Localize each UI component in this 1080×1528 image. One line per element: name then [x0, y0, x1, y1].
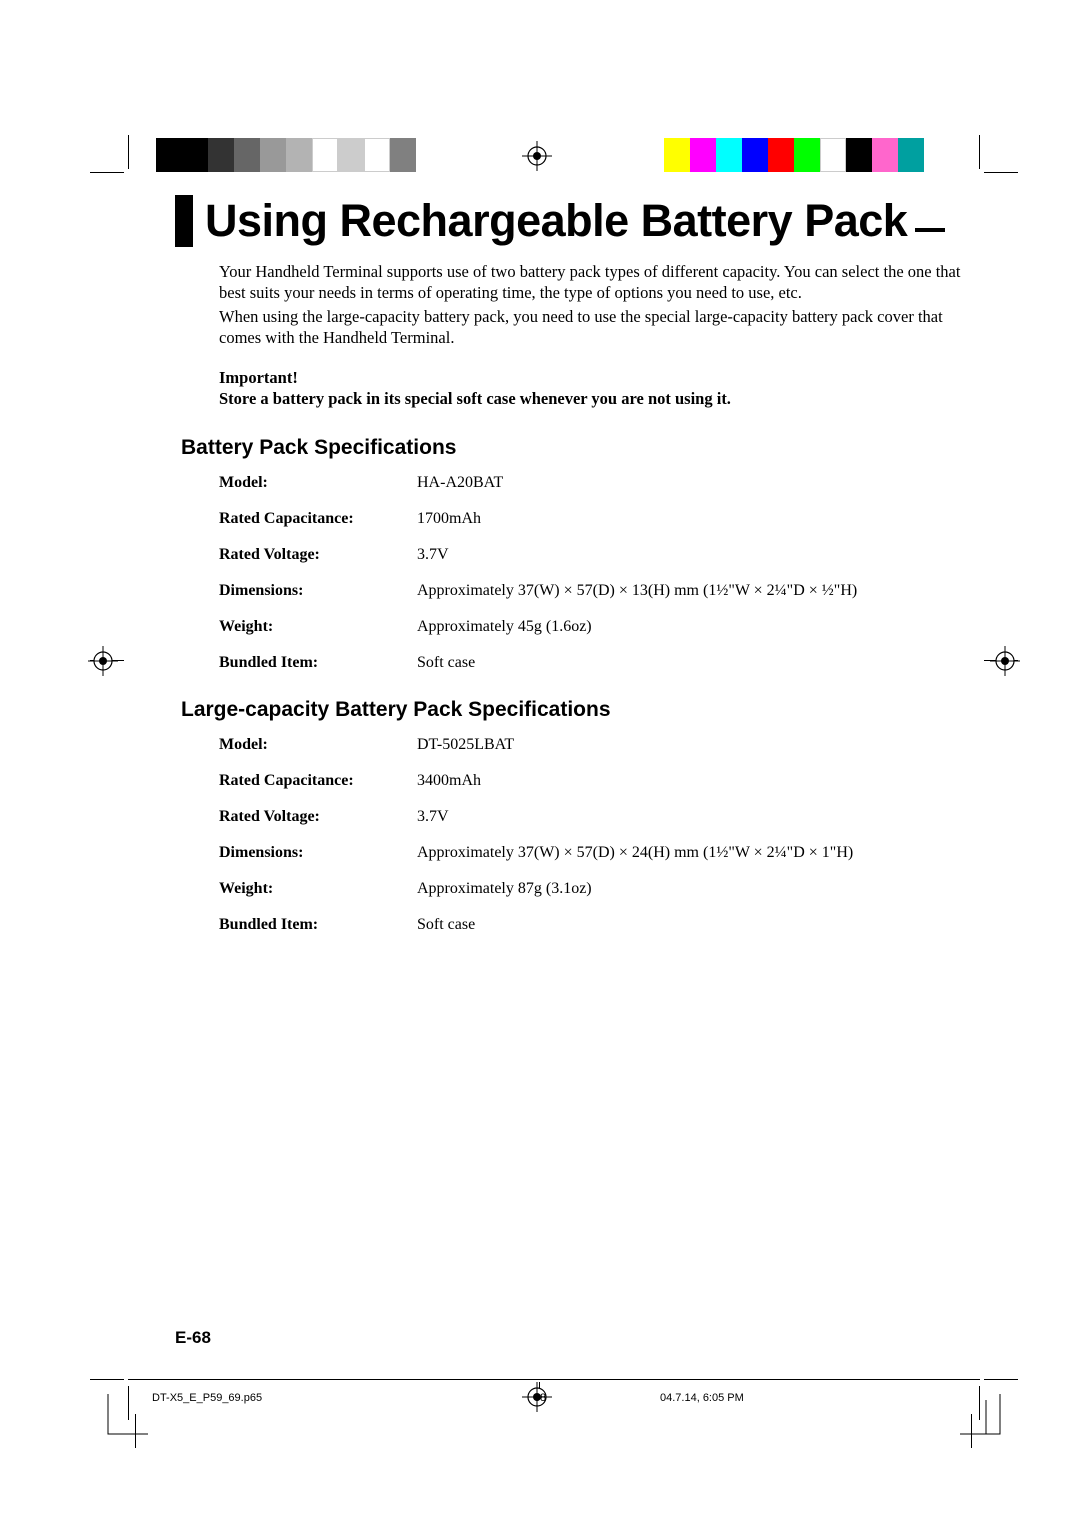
color-swatch — [846, 138, 872, 172]
spec-label: Bundled Item: — [219, 916, 417, 934]
spec-label: Weight: — [219, 880, 417, 898]
color-bar-left — [156, 138, 416, 172]
spec-value: Approximately 37(W) × 57(D) × 13(H) mm (… — [417, 582, 986, 600]
spec-value: 3.7V — [417, 808, 986, 826]
spec-label: Dimensions: — [219, 844, 417, 862]
spec-value: Soft case — [417, 916, 986, 934]
spec-row: Bundled Item:Soft case — [219, 654, 986, 672]
crop-mark — [984, 172, 1018, 173]
spec-value: DT-5025LBAT — [417, 736, 986, 754]
color-swatch — [716, 138, 742, 172]
spec-row: Dimensions:Approximately 37(W) × 57(D) ×… — [219, 844, 986, 862]
intro-paragraph-2: When using the large-capacity battery pa… — [219, 306, 986, 349]
spec-value: 1700mAh — [417, 510, 986, 528]
section-title-large-battery-pack: Large-capacity Battery Pack Specificatio… — [181, 698, 986, 722]
spec-label: Rated Capacitance: — [219, 772, 417, 790]
color-swatch — [312, 138, 338, 172]
color-swatch — [234, 138, 260, 172]
spec-value: Approximately 45g (1.6oz) — [417, 618, 986, 636]
important-text: Store a battery pack in its special soft… — [219, 388, 986, 409]
color-swatch — [156, 138, 182, 172]
corner-mark-icon — [106, 1392, 150, 1436]
spec-row: Model:DT-5025LBAT — [219, 736, 986, 754]
spec-value: 3.7V — [417, 546, 986, 564]
page-title-row: Using Rechargeable Battery Pack — [175, 195, 986, 247]
title-dash-icon — [915, 228, 945, 232]
spec-value: Approximately 37(W) × 57(D) × 24(H) mm (… — [417, 844, 986, 862]
spec-label: Model: — [219, 736, 417, 754]
spec-table-2: Model:DT-5025LBATRated Capacitance:3400m… — [219, 736, 986, 934]
spec-row: Weight:Approximately 45g (1.6oz) — [219, 618, 986, 636]
spec-row: Rated Voltage:3.7V — [219, 808, 986, 826]
spec-label: Rated Voltage: — [219, 546, 417, 564]
page-content: Using Rechargeable Battery Pack Your Han… — [175, 195, 986, 1228]
spec-row: Rated Capacitance:1700mAh — [219, 510, 986, 528]
color-swatch — [390, 138, 416, 172]
spec-value: Soft case — [417, 654, 986, 672]
intro-paragraph-1: Your Handheld Terminal supports use of t… — [219, 261, 986, 304]
spec-row: Bundled Item:Soft case — [219, 916, 986, 934]
color-swatch — [364, 138, 390, 172]
spec-label: Rated Capacitance: — [219, 510, 417, 528]
footer-rule — [128, 1379, 980, 1380]
spec-label: Bundled Item: — [219, 654, 417, 672]
important-heading: Important! — [219, 367, 986, 388]
spec-row: Model:HA-A20BAT — [219, 474, 986, 492]
spec-table-1: Model:HA-A20BATRated Capacitance:1700mAh… — [219, 474, 986, 672]
footer-filename: DT-X5_E_P59_69.p65 — [152, 1392, 262, 1404]
spec-row: Rated Voltage:3.7V — [219, 546, 986, 564]
spec-row: Weight:Approximately 87g (3.1oz) — [219, 880, 986, 898]
registration-mark-icon — [990, 646, 1020, 676]
color-swatch — [664, 138, 690, 172]
spec-label: Weight: — [219, 618, 417, 636]
page-title: Using Rechargeable Battery Pack — [205, 195, 907, 247]
title-bar-icon — [175, 195, 193, 247]
color-swatch — [898, 138, 924, 172]
spec-row: Dimensions:Approximately 37(W) × 57(D) ×… — [219, 582, 986, 600]
spec-value: HA-A20BAT — [417, 474, 986, 492]
spec-label: Dimensions: — [219, 582, 417, 600]
spec-value: Approximately 87g (3.1oz) — [417, 880, 986, 898]
color-swatch — [690, 138, 716, 172]
color-swatch — [872, 138, 898, 172]
color-swatch — [338, 138, 364, 172]
crop-mark — [979, 135, 980, 169]
spec-label: Rated Voltage: — [219, 808, 417, 826]
color-swatch — [182, 138, 208, 172]
spec-row: Rated Capacitance:3400mAh — [219, 772, 986, 790]
color-swatch — [768, 138, 794, 172]
spec-value: 3400mAh — [417, 772, 986, 790]
crop-mark — [90, 172, 124, 173]
color-swatch — [260, 138, 286, 172]
color-swatch — [742, 138, 768, 172]
crop-mark — [984, 1379, 1018, 1380]
crop-mark — [90, 1379, 124, 1380]
color-swatch — [820, 138, 846, 172]
footer-page: 68 — [534, 1392, 546, 1404]
color-bar-right — [664, 138, 924, 172]
crop-mark — [128, 135, 129, 169]
color-swatch — [208, 138, 234, 172]
footer-timestamp: 04.7.14, 6:05 PM — [660, 1392, 744, 1404]
registration-mark-icon — [522, 141, 552, 171]
section-title-battery-pack: Battery Pack Specifications — [181, 436, 986, 460]
corner-mark-icon — [958, 1392, 1002, 1436]
color-swatch — [286, 138, 312, 172]
page-number: E-68 — [175, 1328, 211, 1348]
spec-label: Model: — [219, 474, 417, 492]
registration-mark-icon — [88, 646, 118, 676]
color-swatch — [794, 138, 820, 172]
